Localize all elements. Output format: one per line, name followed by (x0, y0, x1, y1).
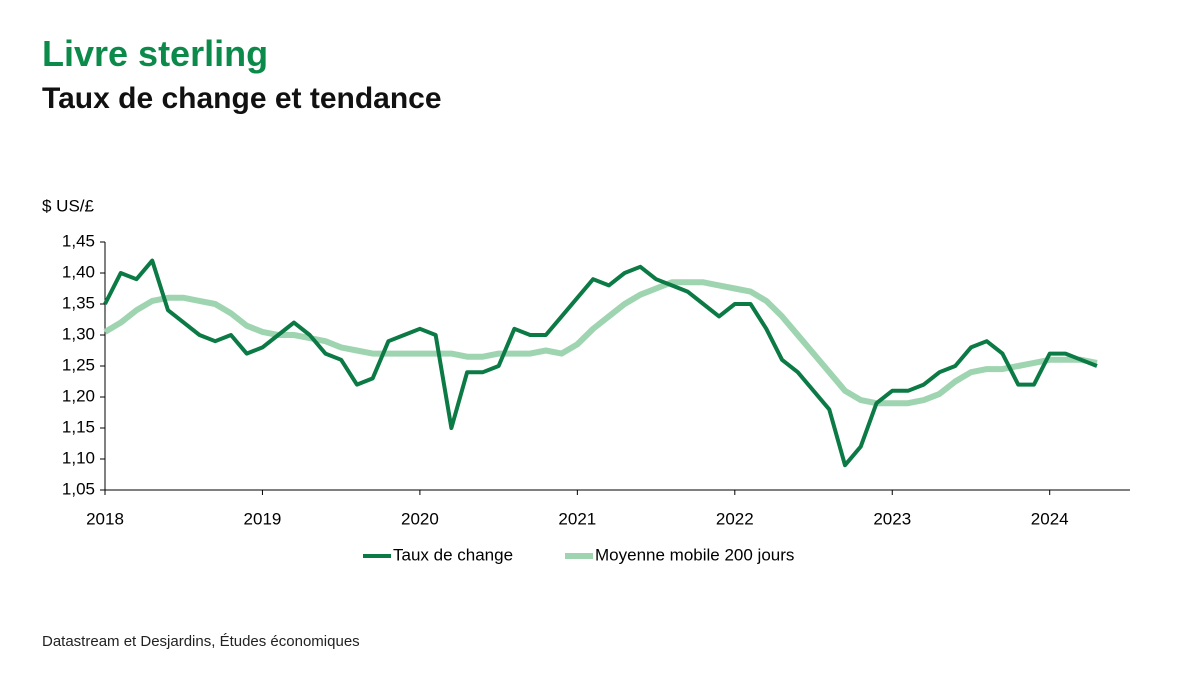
y-tick-label: 1,15 (62, 417, 95, 436)
legend-label: Moyenne mobile 200 jours (595, 545, 794, 564)
series-line (103, 279, 1098, 407)
x-tick-label: 2021 (558, 509, 596, 528)
chart-title: Livre sterling (42, 33, 268, 74)
y-axis-label: $ US/£ (42, 196, 95, 215)
x-tick-label: 2022 (716, 509, 754, 528)
x-tick-label: 2019 (244, 509, 282, 528)
source: Datastream et Desjardins, Études économi… (42, 633, 360, 650)
y-tick-label: 1,30 (62, 324, 95, 343)
y-tick-label: 1,20 (62, 386, 95, 405)
chart-subtitle: Taux de change et tendance (42, 82, 442, 115)
x-tick-label: 2020 (401, 509, 439, 528)
series-line (103, 258, 1098, 468)
y-tick-label: 1,40 (62, 262, 95, 281)
y-tick-label: 1,45 (62, 231, 95, 250)
x-tick-label: 2024 (1031, 509, 1069, 528)
y-tick-label: 1,25 (62, 355, 95, 374)
y-tick-label: 1,05 (62, 479, 95, 498)
legend-label: Taux de change (393, 545, 513, 564)
y-tick-label: 1,10 (62, 448, 95, 467)
y-tick-label: 1,35 (62, 293, 95, 312)
x-tick-label: 2023 (873, 509, 911, 528)
x-tick-label: 2018 (86, 509, 124, 528)
